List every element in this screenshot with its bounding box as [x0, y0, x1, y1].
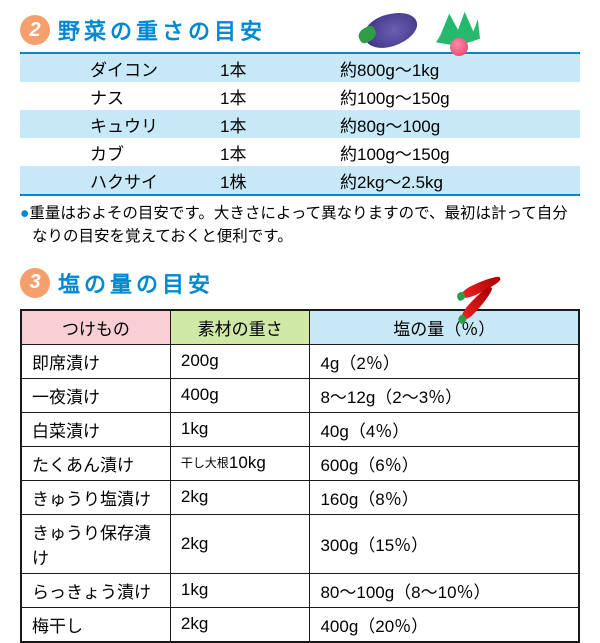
ingredient-weight: 1kg [170, 412, 310, 446]
table-row: きゅうり塩漬け 2kg 160g（8％） [21, 480, 579, 514]
table-row: ダイコン 1本 約800g〜1kg [20, 54, 580, 82]
pickle-name: たくあん漬け [21, 446, 170, 480]
radish-bulb-icon [450, 38, 468, 56]
ingredient-weight: 2kg [170, 480, 310, 514]
table-row: ナス 1本 約100g〜150g [20, 82, 580, 110]
section3-badge: 3 [20, 268, 50, 298]
table-row: 即席漬け 200g 4g（2％） [21, 344, 579, 378]
table-row: 梅干し 2kg 400g（20％） [21, 607, 579, 642]
table-header-row: つけもの 素材の重さ 塩の量（％） [21, 310, 579, 345]
veg-unit: 1株 [200, 168, 330, 193]
note-text: 重量はおよその目安です。大きさによって異なりますので、最初は計って自分なりの目安… [29, 205, 567, 245]
salt-amount: 160g（8％） [310, 480, 579, 514]
ingredient-weight: 1kg [170, 573, 310, 607]
ingredient-weight: 2kg [170, 607, 310, 642]
col-header-pickles: つけもの [21, 310, 170, 345]
pickle-name: 即席漬け [21, 344, 170, 378]
pickle-name: らっきょう漬け [21, 573, 170, 607]
veg-name: カブ [20, 140, 200, 165]
ingredient-weight: 400g [170, 378, 310, 412]
section2-title: 野菜の重さの目安 [58, 14, 266, 46]
ingredient-weight: 2kg [170, 514, 310, 573]
salt-amount-table: つけもの 素材の重さ 塩の量（％） 即席漬け 200g 4g（2％） 一夜漬け … [20, 309, 580, 643]
salt-amount: 600g（6％） [310, 446, 579, 480]
veg-unit: 1本 [200, 56, 330, 81]
col-header-salt: 塩の量（％） [310, 310, 579, 345]
section3-header: 3 塩の量の目安 [0, 263, 600, 305]
veg-name: キュウリ [20, 112, 200, 137]
veg-unit: 1本 [200, 84, 330, 109]
note-bullet-icon: ● [20, 205, 29, 222]
table-row: 一夜漬け 400g 8〜12g（2〜3％） [21, 378, 579, 412]
vegetable-weight-table: ダイコン 1本 約800g〜1kg ナス 1本 約100g〜150g キュウリ … [20, 52, 580, 196]
veg-unit: 1本 [200, 112, 330, 137]
table-row: カブ 1本 約100g〜150g [20, 138, 580, 166]
pickle-name: 一夜漬け [21, 378, 170, 412]
table-row: キュウリ 1本 約80g〜100g [20, 110, 580, 138]
pickle-name: きゅうり保存漬け [21, 514, 170, 573]
veg-unit: 1本 [200, 140, 330, 165]
salt-amount: 40g（4％） [310, 412, 579, 446]
veg-weight: 約800g〜1kg [330, 56, 580, 81]
salt-amount: 400g（20％） [310, 607, 579, 642]
table-row: らっきょう漬け 1kg 80〜100g（8〜10％） [21, 573, 579, 607]
veg-weight: 約100g〜150g [330, 84, 580, 109]
weight-prefix: 干し大根 [181, 456, 229, 470]
veg-name: ハクサイ [20, 168, 200, 193]
section2-note: ●重量はおよその目安です。大きさによって異なりますので、最初は計って自分なりの目… [20, 202, 580, 249]
ingredient-weight: 200g [170, 344, 310, 378]
salt-amount: 8〜12g（2〜3％） [310, 378, 579, 412]
veg-weight: 約2kg〜2.5kg [330, 168, 580, 193]
pickle-name: きゅうり塩漬け [21, 480, 170, 514]
section2-header: 2 野菜の重さの目安 [0, 10, 600, 52]
veg-weight: 約100g〜150g [330, 140, 580, 165]
table-row: ハクサイ 1株 約2kg〜2.5kg [20, 166, 580, 194]
weight-value: 10kg [229, 453, 266, 472]
pickle-name: 梅干し [21, 607, 170, 642]
veg-weight: 約80g〜100g [330, 112, 580, 137]
veg-name: ナス [20, 84, 200, 109]
veg-name: ダイコン [20, 56, 200, 81]
table-row: たくあん漬け 干し大根10kg 600g（6％） [21, 446, 579, 480]
section2-badge: 2 [20, 15, 50, 45]
salt-amount: 4g（2％） [310, 344, 579, 378]
pickle-name: 白菜漬け [21, 412, 170, 446]
col-header-weight: 素材の重さ [170, 310, 310, 345]
salt-amount: 80〜100g（8〜10％） [310, 573, 579, 607]
ingredient-weight: 干し大根10kg [170, 446, 310, 480]
table-row: きゅうり保存漬け 2kg 300g（15％） [21, 514, 579, 573]
section3-title: 塩の量の目安 [58, 267, 214, 299]
salt-amount: 300g（15％） [310, 514, 579, 573]
table-row: 白菜漬け 1kg 40g（4％） [21, 412, 579, 446]
